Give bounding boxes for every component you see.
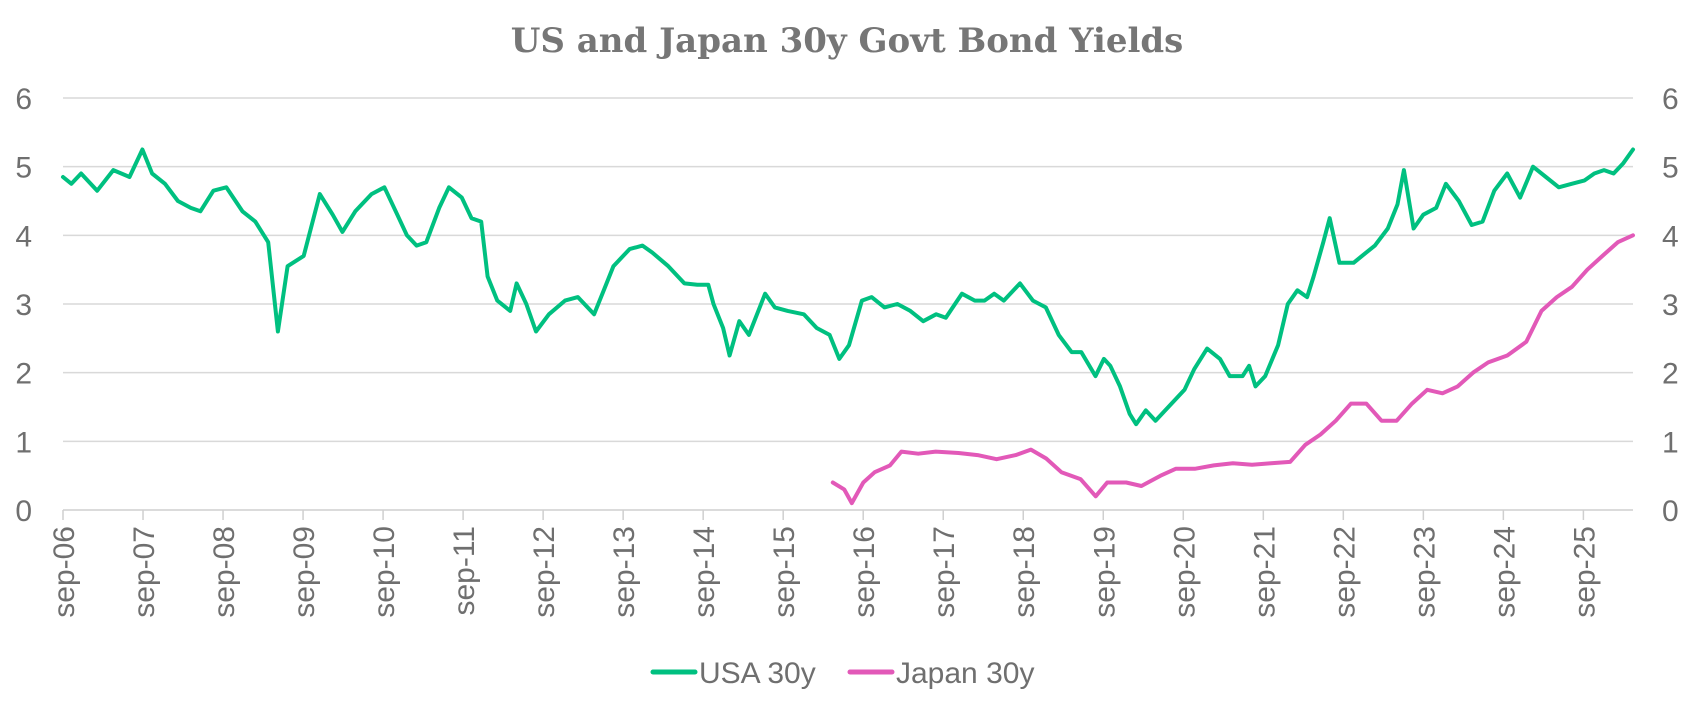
x-tick-label: sep-13 [608,526,641,618]
x-tick-label: sep-19 [1088,526,1121,618]
x-tick-label: sep-15 [768,526,801,618]
x-tick-label: sep-22 [1328,526,1361,618]
x-tick-label: sep-25 [1568,526,1601,618]
x-tick-label: sep-10 [368,526,401,618]
x-tick-label: sep-24 [1488,526,1521,618]
x-tick-label: sep-09 [288,526,321,618]
x-tick-label: sep-14 [688,526,721,618]
legend-label: Japan 30y [896,657,1034,690]
series-group [61,147,1635,506]
series-line-usa-30y [61,147,1635,427]
right-tick-label: 3 [1662,289,1679,322]
x-tick-label: sep-07 [128,526,161,618]
x-tick-label: sep-06 [48,526,81,618]
left-tick-label: 1 [15,426,32,459]
x-tick-label: sep-17 [928,526,961,618]
x-tick-label: sep-20 [1168,526,1201,618]
left-tick-label: 0 [15,495,32,528]
x-axis: sep-06 sep-07 sep-08 sep-09 sep-10 sep-11 sep-… [48,510,1601,618]
right-y-axis: 0 1 2 3 4 5 6 [1662,83,1679,528]
left-tick-label: 2 [15,358,32,391]
x-tick-label: sep-18 [1008,526,1041,618]
x-tick-label: sep-23 [1408,526,1441,618]
x-tick-label: sep-11 [448,526,481,616]
right-tick-label: 1 [1662,426,1679,459]
x-tick-label: sep-21 [1248,526,1281,618]
left-tick-label: 4 [15,220,32,253]
legend-label: USA 30y [699,657,816,690]
left-tick-label: 5 [15,152,32,185]
right-tick-label: 0 [1662,495,1679,528]
x-tick-label: sep-12 [528,526,561,618]
right-tick-label: 6 [1662,83,1679,116]
chart-title: US and Japan 30y Govt Bond Yields [511,21,1184,61]
left-tick-label: 3 [15,289,32,322]
legend: USA 30y Japan 30y [650,657,1034,690]
x-tick-label: sep-16 [848,526,881,618]
right-tick-label: 5 [1662,152,1679,185]
grid-lines [63,97,1633,511]
left-tick-label: 6 [15,83,32,116]
right-tick-label: 2 [1662,358,1679,391]
left-y-axis: 0 1 2 3 4 5 6 [15,83,32,528]
x-tick-label: sep-08 [208,526,241,618]
series-line-japan-30y [830,233,1635,506]
right-tick-label: 4 [1662,220,1679,253]
